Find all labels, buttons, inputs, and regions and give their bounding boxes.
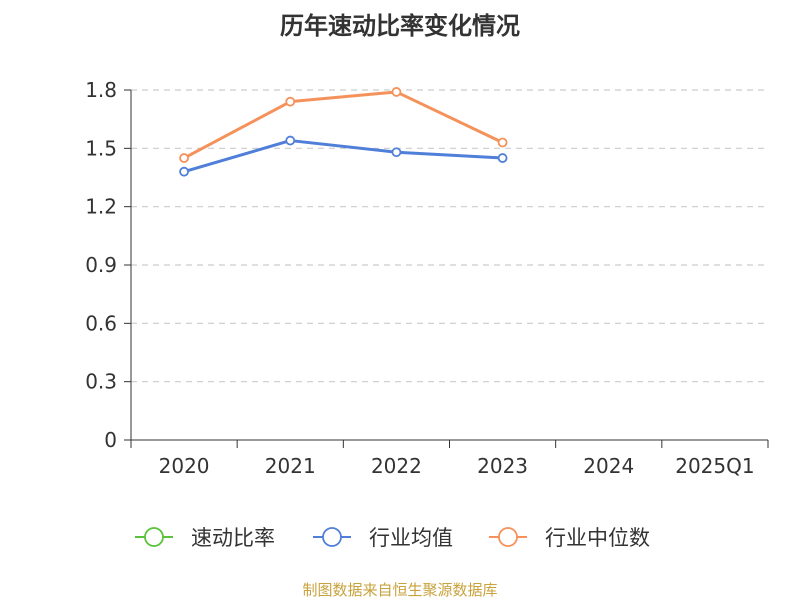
data-point — [179, 166, 189, 177]
y-tick-label: 0 — [104, 428, 117, 452]
axes: 0 0.3 0.6 0.9 1.2 1.5 1.8 2020 2021 2022 2023 2024 2… — [85, 78, 769, 478]
source-note: 制图数据来自恒生聚源数据库 — [302, 581, 497, 599]
y-tick-label: 0.6 — [85, 311, 117, 335]
data-point — [285, 135, 296, 146]
y-tick-label: 0.3 — [85, 370, 117, 394]
x-tick-label: 2023 — [477, 454, 528, 478]
legend-swatch-marker — [144, 527, 164, 547]
x-tick-label: 2025Q1 — [675, 454, 754, 478]
legend-swatch-marker — [322, 527, 342, 547]
grid — [131, 89, 768, 383]
plot-area — [179, 87, 508, 177]
x-tick-label: 2021 — [265, 454, 316, 478]
legend: 速动比率 行业均值 行业中位数 — [135, 526, 650, 550]
data-point — [285, 96, 296, 107]
legend-label: 行业均值 — [369, 526, 453, 550]
legend-label: 速动比率 — [191, 526, 275, 550]
chart-title: 历年速动比率变化情况 — [280, 12, 520, 40]
y-tick-label: 1.5 — [85, 136, 117, 160]
data-point — [391, 87, 402, 97]
series-line — [183, 139, 503, 174]
y-tick-label: 1.8 — [85, 78, 117, 102]
legend-swatch-marker — [498, 527, 518, 547]
series-line — [183, 90, 504, 160]
x-tick-label: 2020 — [159, 454, 210, 478]
data-point — [391, 147, 402, 158]
x-tick-label: 2024 — [583, 454, 634, 478]
y-tick-label: 0.9 — [85, 253, 117, 277]
legend-label: 行业中位数 — [545, 526, 650, 550]
y-tick-label: 1.2 — [85, 195, 117, 219]
data-point — [497, 137, 508, 148]
x-tick-label: 2022 — [371, 454, 422, 478]
data-point — [497, 153, 508, 163]
data-point — [179, 153, 189, 163]
